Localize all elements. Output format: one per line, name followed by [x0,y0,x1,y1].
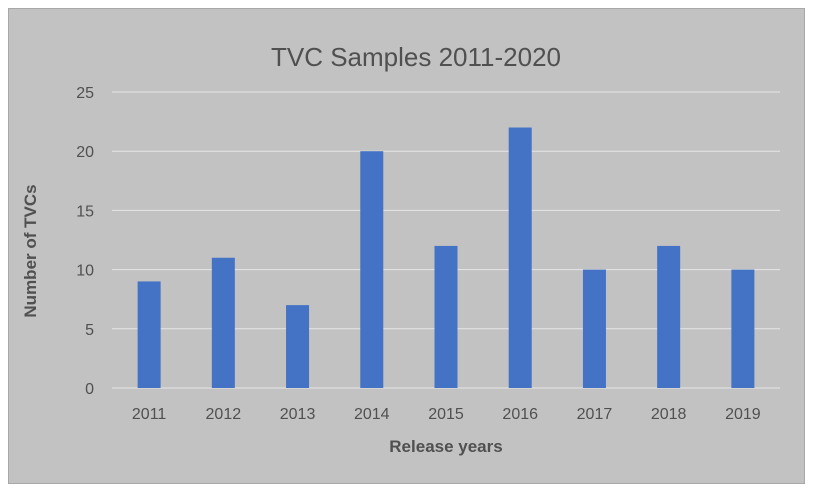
y-tick-label: 0 [85,381,94,398]
y-tick-labels: 0 5 10 15 20 25 [76,85,94,398]
bar-2015 [434,245,458,388]
y-tick-label: 20 [76,144,94,161]
bar-2016 [508,127,532,389]
chart-title: TVC Samples 2011-2020 [271,42,561,72]
y-tick-label: 15 [76,203,94,220]
x-axis-label: Release years [389,437,502,456]
bar-2013 [286,305,310,388]
y-tick-label: 5 [85,322,94,339]
y-tick-label: 10 [76,263,94,280]
x-tick-label: 2017 [577,406,613,423]
x-tick-label: 2012 [206,406,242,423]
bar-2017 [582,269,606,388]
x-tick-label: 2016 [502,406,538,423]
bar-2012 [211,257,235,388]
x-tick-labels: 2011 2012 2013 2014 2015 2016 2017 2018 2019 [132,406,761,423]
bar-2011 [137,281,161,388]
bar-2019 [731,269,755,388]
bar-2018 [657,245,681,388]
x-tick-label: 2013 [280,406,316,423]
x-tick-label: 2018 [651,406,687,423]
bars [137,127,755,389]
x-tick-label: 2014 [354,406,390,423]
bar-2014 [360,151,384,388]
x-tick-label: 2019 [725,406,761,423]
y-tick-label: 25 [76,85,94,102]
y-axis-label: Number of TVCs [21,184,40,317]
x-tick-label: 2011 [132,406,167,423]
x-tick-label: 2015 [428,406,464,423]
